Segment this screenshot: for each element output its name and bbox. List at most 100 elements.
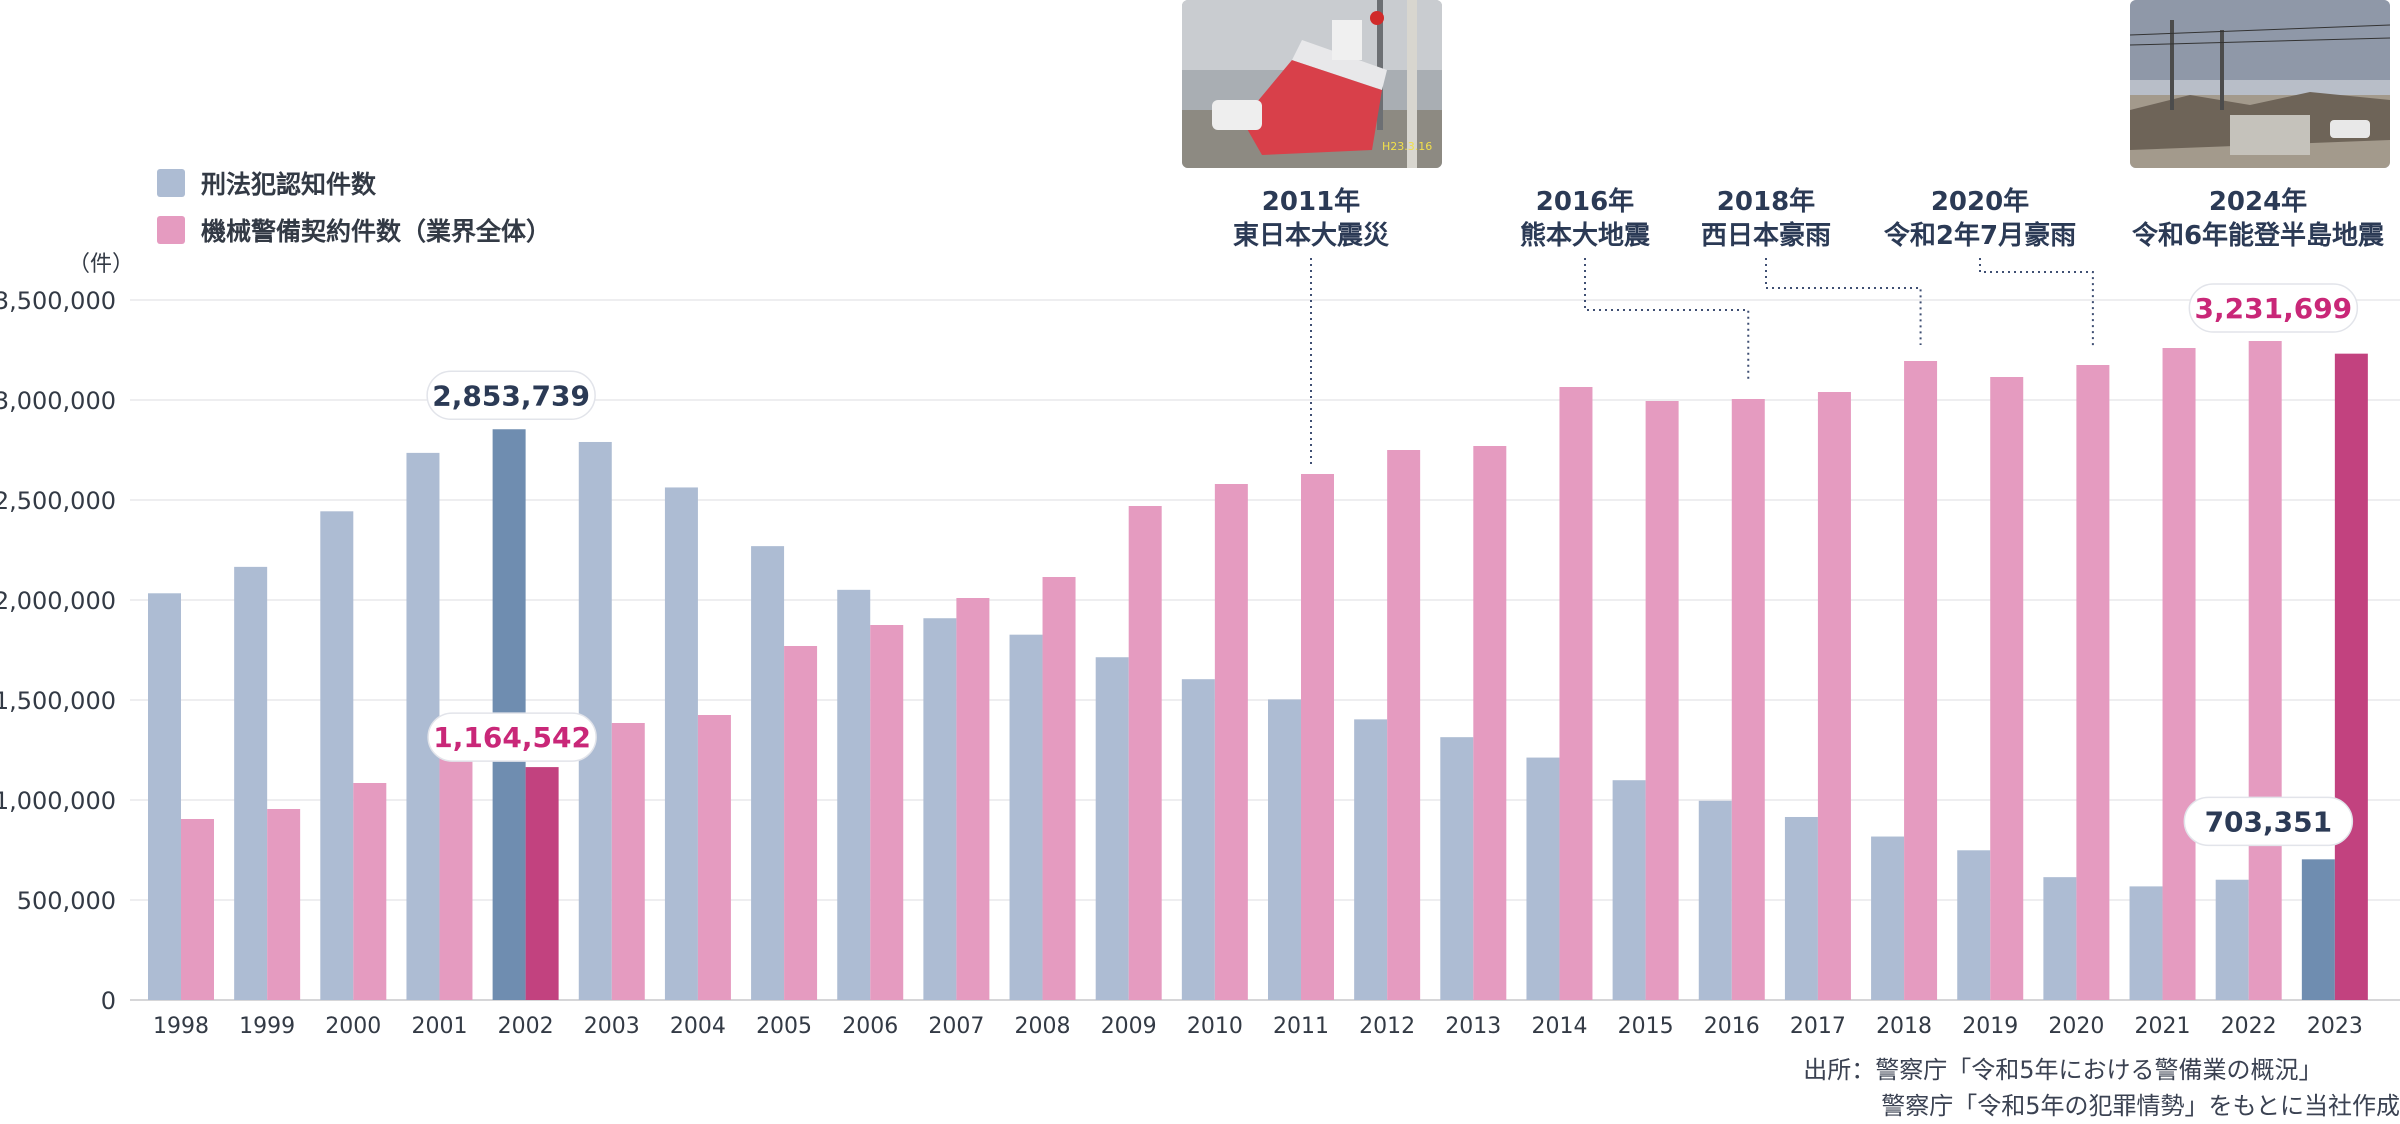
y-tick-label: 1,000,000 <box>0 787 116 815</box>
x-tick-label: 2006 <box>842 1014 898 1039</box>
bar-security-1998 <box>181 819 214 1000</box>
bar-security-2006 <box>870 625 904 1000</box>
x-tick-label: 1999 <box>239 1014 295 1039</box>
legend-item-security: 機械警備契約件数（業界全体） <box>157 212 551 248</box>
data-label-2002-security: 1,164,542 <box>427 712 597 762</box>
event-2016: 2016年 熊本大地震 <box>1520 185 1650 253</box>
data-label-bubble <box>426 370 596 421</box>
bar-security-2009 <box>1128 506 1162 1000</box>
bar-crime-2013 <box>1440 737 1474 1000</box>
event-2016-year: 2016年 <box>1535 187 1635 217</box>
bar-security-2021 <box>2162 348 2196 1000</box>
y-tick-label: 2,500,000 <box>0 487 116 515</box>
bar-crime-1998 <box>148 593 181 1000</box>
bar-security-2010 <box>1214 484 1248 1000</box>
bar-security-2017 <box>1817 392 1851 1000</box>
y-tick-label: 3,000,000 <box>0 387 116 415</box>
svg-text:H23.3.16: H23.3.16 <box>1382 140 1432 153</box>
event-2020-year: 2020年 <box>1930 187 2030 217</box>
data-label-text: 1,164,542 <box>433 721 591 754</box>
bars <box>148 341 2368 1001</box>
data-label-2023-crime: 703,351 <box>2183 796 2354 847</box>
x-tick-label: 2009 <box>1101 1014 1157 1039</box>
x-tick-label: 2017 <box>1790 1014 1846 1039</box>
y-axis-unit: （件） <box>68 252 135 277</box>
x-tick-label: 2000 <box>325 1014 381 1039</box>
x-tick-label: 2013 <box>1445 1014 1501 1039</box>
bar-security-2022 <box>2248 341 2282 1000</box>
bar-security-2020 <box>2076 365 2110 1000</box>
bar-security-2014 <box>1559 387 1593 1000</box>
bar-crime-2019 <box>1957 850 1991 1000</box>
leader-2020 <box>1979 258 2094 347</box>
event-2011-year: 2011年 <box>1261 187 1361 217</box>
x-tick-label: 2003 <box>584 1014 640 1039</box>
bar-crime-2015 <box>1612 780 1646 1000</box>
bar-crime-2009 <box>1095 657 1129 1000</box>
x-tick-label: 2018 <box>1876 1014 1932 1039</box>
event-2018-year: 2018年 <box>1716 187 1816 217</box>
y-tick-label: 2,000,000 <box>0 587 116 615</box>
event-2018-name: 西日本豪雨 <box>1700 221 1832 251</box>
tsunami-boat-photo: H23.3.16 <box>1182 0 1442 168</box>
x-tick-label: 1998 <box>153 1014 209 1039</box>
data-label-text: 3,231,699 <box>2195 292 2353 325</box>
bar-security-2023 <box>2334 353 2368 1001</box>
x-tick-label: 2022 <box>2221 1014 2277 1039</box>
bar-crime-2012 <box>1354 719 1388 1000</box>
bar-crime-2023 <box>2301 859 2335 1000</box>
data-label-text: 703,351 <box>2205 805 2333 838</box>
event-2024-name: 令和6年能登半島地震 <box>2131 221 2385 251</box>
legend-swatch-crime <box>157 169 185 197</box>
event-2020-name: 令和2年7月豪雨 <box>1883 221 2077 251</box>
x-tick-label: 2002 <box>498 1014 554 1039</box>
data-label-2002-crime: 2,853,739 <box>426 370 596 421</box>
bar-crime-2005 <box>751 546 785 1000</box>
bar-crime-2010 <box>1181 679 1215 1000</box>
y-tick-label: 1,500,000 <box>0 687 116 715</box>
bar-security-2003 <box>611 723 645 1000</box>
bar-security-2015 <box>1645 401 1679 1000</box>
bar-crime-2017 <box>1784 816 1818 1000</box>
bar-security-2018 <box>1904 361 1938 1000</box>
x-tick-label: 2021 <box>2135 1014 2191 1039</box>
data-label-bubble <box>2183 796 2354 847</box>
bar-security-2012 <box>1387 450 1421 1000</box>
bar-security-2019 <box>1990 377 2024 1000</box>
x-tick-label: 2014 <box>1531 1014 1587 1039</box>
event-2020: 2020年 令和2年7月豪雨 <box>1884 185 2076 253</box>
data-label-text: 2,853,739 <box>432 379 590 412</box>
x-tick-label: 2012 <box>1359 1014 1415 1039</box>
bar-crime-2007 <box>923 618 957 1000</box>
bar-crime-2004 <box>664 487 698 1000</box>
bar-security-2005 <box>784 646 818 1000</box>
event-leader-lines <box>1310 258 2094 464</box>
event-2016-name: 熊本大地震 <box>1519 221 1651 251</box>
y-tick-label: 0 <box>101 987 116 1015</box>
x-tick-label: 2023 <box>2307 1014 2363 1039</box>
bar-security-2007 <box>956 598 990 1000</box>
event-2011: 2011年 東日本大震災 <box>1233 185 1389 253</box>
x-tick-label: 2010 <box>1187 1014 1243 1039</box>
x-tick-label: 2016 <box>1704 1014 1760 1039</box>
source-line-2: 警察庁「令和5年の犯罪情勢」をもとに当社作成 <box>1881 1092 2400 1120</box>
legend-label-crime: 刑法犯認知件数 <box>201 170 377 199</box>
data-label-bubble <box>2188 283 2359 333</box>
bar-security-2002 <box>525 767 559 1000</box>
x-tick-label: 2019 <box>1962 1014 2018 1039</box>
x-axis-ticks: 1998 1999 2000 2001 2002 2003 2004 2005 2006 2007… <box>153 1014 2363 1039</box>
x-tick-label: 2008 <box>1015 1014 1071 1039</box>
bar-crime-2016 <box>1698 800 1732 1000</box>
x-tick-label: 2005 <box>756 1014 812 1039</box>
bar-crime-1999 <box>234 566 268 1000</box>
leader-2016 <box>1584 258 1750 381</box>
y-tick-label: 500,000 <box>17 887 116 915</box>
bar-crime-2021 <box>2129 886 2163 1000</box>
bar-crime-2020 <box>2043 877 2077 1000</box>
bar-security-2001 <box>439 753 473 1000</box>
x-tick-label: 2001 <box>411 1014 467 1039</box>
legend-label-security: 機械警備契約件数（業界全体） <box>201 217 552 246</box>
event-2024: 2024年 令和6年能登半島地震 <box>2132 185 2384 253</box>
source-note: 出所：警察庁「令和5年における警備業の概況」 警察庁「令和5年の犯罪情勢」をもと… <box>1803 1052 2400 1124</box>
